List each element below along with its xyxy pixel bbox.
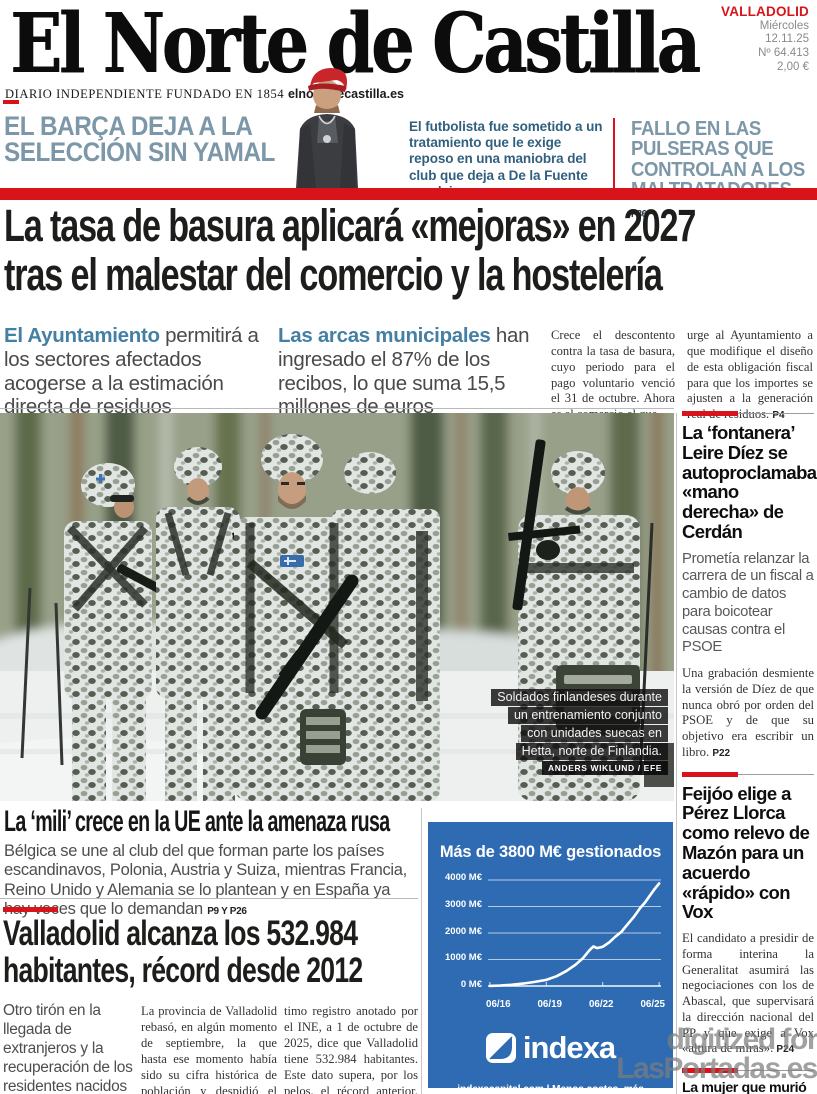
indexa-logo: indexa: [428, 1032, 673, 1063]
sidebar-article2-headline: Feijóo elige a Pérez Llorca como relevo …: [682, 782, 810, 923]
soldier-3: [234, 434, 359, 801]
lead-headline: La tasa de basura aplicará «mejoras» en …: [4, 200, 696, 300]
right-sidebar: La ‘fontanera’ Leire Díez se autoproclam…: [682, 411, 817, 1094]
sidebar-article1-subhead: Prometía relanzar la carrera de un fisca…: [682, 550, 814, 656]
lead-body-col2: urge al Ayuntamiento a que modifique el …: [687, 328, 813, 422]
rifle: [512, 439, 546, 611]
red-dash-decoration: [3, 100, 19, 104]
horizontal-rule: [0, 408, 674, 409]
ad-chart: 4000 M€ 3000 M€ 2000 M€ 1000 M€ 0 M€: [438, 872, 661, 994]
sidebar-brief-1: La mujer que murió junto a su marido en …: [682, 1080, 807, 1094]
sidebar-article1-body: Una grabación desmiente la versión de Dí…: [682, 666, 814, 759]
sidebar-rule: [682, 771, 814, 777]
indexa-advertisement: Más de 3800 M€ gestionados 4000 M€ 3000 …: [428, 822, 673, 1094]
chart-y-axis-labels: 4000 M€ 3000 M€ 2000 M€ 1000 M€ 0 M€: [445, 872, 482, 990]
ski-pole: [54, 602, 64, 766]
vertical-rule: [421, 808, 422, 1094]
price: 2,00 €: [777, 60, 809, 73]
horizontal-rule: [0, 898, 418, 899]
page-ref: P22: [712, 747, 731, 759]
poblacion-subhead: Otro tirón en la llegada de extranjeros …: [3, 1002, 133, 1094]
poblacion-headline: Valladolid alcanza los 532.984 habitante…: [3, 914, 363, 991]
poblacion-body-col1: La provincia de Valladolid rebasó, en al…: [141, 1004, 277, 1094]
footballer-photo-cutout: [286, 53, 368, 188]
masthead-info: VALLADOLID Miércoles 12.11.25 Nº 64.413 …: [721, 4, 809, 74]
poblacion-body-col2: timo registro anotado por el INE, a 1 de…: [284, 1004, 418, 1094]
issue-number: Nº 64.413: [758, 47, 809, 60]
mili-headline: La ‘mili’ crece en la UE ante la amenaza…: [4, 805, 390, 838]
page-ref: P4: [772, 410, 785, 422]
sidebar-rule: [682, 411, 814, 416]
ad-title: Más de 3800 M€ gestionados: [439, 843, 662, 861]
mili-body: Bélgica se une al club del que forman pa…: [4, 842, 407, 919]
lead-subhead-1: El Ayuntamiento permitirá a los sectores…: [4, 324, 259, 419]
sidebar-rule: [682, 1068, 814, 1074]
photo-caption: Soldados finlandeses durante un entrenam…: [491, 688, 668, 775]
strip-divider: [613, 118, 615, 190]
footballer-illustration: [296, 68, 358, 188]
strip-story-yamal: El futbolista fue sometido a un tratamie…: [409, 119, 609, 200]
date-day: Miércoles: [759, 19, 809, 32]
red-band-divider: [0, 188, 817, 200]
photo-credit: ANDERS WIKLUND / EFE: [542, 761, 668, 775]
page-ref: P24: [776, 1044, 795, 1056]
ad-footer: indexacapital.com | Menos costes, más re…: [457, 1084, 644, 1094]
page-ref: P9 Y P26: [207, 906, 247, 918]
indexa-logo-icon: [485, 1032, 516, 1063]
rifle: [255, 574, 359, 720]
tagline-text: DIARIO INDEPENDIENTE FUNDADO EN 1854: [5, 87, 285, 101]
page-ref: P36: [631, 208, 647, 220]
masthead-title: El Norte de Castilla: [10, 0, 701, 93]
edition-label: VALLADOLID: [721, 4, 809, 19]
chart-plot-area: [488, 876, 661, 988]
sidebar-article2-body: El candidato a presidir de forma interin…: [682, 931, 814, 1056]
vertical-rule: [676, 413, 677, 1094]
chart-x-axis-labels: 06/16 06/19 06/22 06/25: [486, 999, 665, 1010]
sidebar-article1-headline: La ‘fontanera’ Leire Díez se autoproclam…: [682, 422, 817, 542]
indexa-logo-text: indexa: [522, 1030, 616, 1065]
lead-subhead-2: Las arcas municipales han ingresado el 8…: [278, 324, 530, 419]
main-photo-soldiers: Soldados finlandeses durante un entrenam…: [0, 413, 674, 801]
blue-cross-insignia: [96, 474, 105, 483]
ski-pole: [20, 587, 32, 759]
date-value: 12.11.25: [765, 33, 809, 46]
strip-headline-barca: EL BARÇA DEJA A LA SELECCIÓN SIN YAMAL: [4, 111, 275, 168]
red-tick-decoration: [3, 907, 58, 912]
ad-chart-svg: [488, 879, 661, 988]
